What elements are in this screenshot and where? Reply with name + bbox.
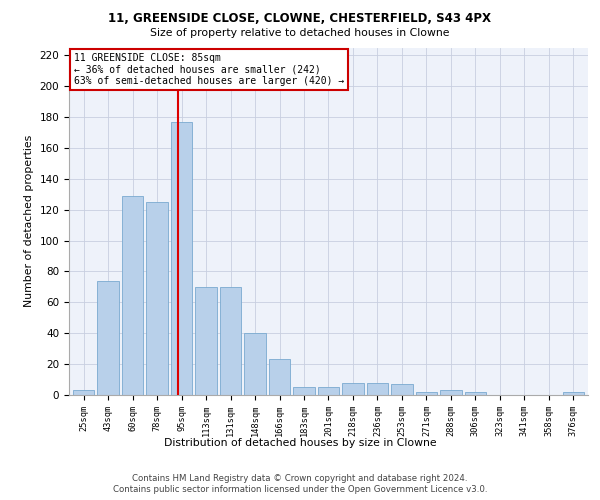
- Text: Size of property relative to detached houses in Clowne: Size of property relative to detached ho…: [150, 28, 450, 38]
- Text: 11 GREENSIDE CLOSE: 85sqm
← 36% of detached houses are smaller (242)
63% of semi: 11 GREENSIDE CLOSE: 85sqm ← 36% of detac…: [74, 52, 344, 86]
- Bar: [73, 390, 94, 395]
- Text: Distribution of detached houses by size in Clowne: Distribution of detached houses by size …: [164, 438, 436, 448]
- Bar: [440, 390, 461, 395]
- Bar: [318, 388, 339, 395]
- Bar: [269, 360, 290, 395]
- Bar: [122, 196, 143, 395]
- Text: Contains public sector information licensed under the Open Government Licence v3: Contains public sector information licen…: [113, 485, 487, 494]
- Bar: [416, 392, 437, 395]
- Bar: [293, 388, 315, 395]
- Bar: [171, 122, 193, 395]
- Bar: [244, 333, 266, 395]
- Text: Contains HM Land Registry data © Crown copyright and database right 2024.: Contains HM Land Registry data © Crown c…: [132, 474, 468, 483]
- Bar: [391, 384, 413, 395]
- Bar: [146, 202, 168, 395]
- Bar: [196, 287, 217, 395]
- Bar: [220, 287, 241, 395]
- Bar: [563, 392, 584, 395]
- Y-axis label: Number of detached properties: Number of detached properties: [24, 135, 34, 308]
- Bar: [342, 382, 364, 395]
- Text: 11, GREENSIDE CLOSE, CLOWNE, CHESTERFIELD, S43 4PX: 11, GREENSIDE CLOSE, CLOWNE, CHESTERFIEL…: [109, 12, 491, 26]
- Bar: [97, 280, 119, 395]
- Bar: [464, 392, 486, 395]
- Bar: [367, 382, 388, 395]
